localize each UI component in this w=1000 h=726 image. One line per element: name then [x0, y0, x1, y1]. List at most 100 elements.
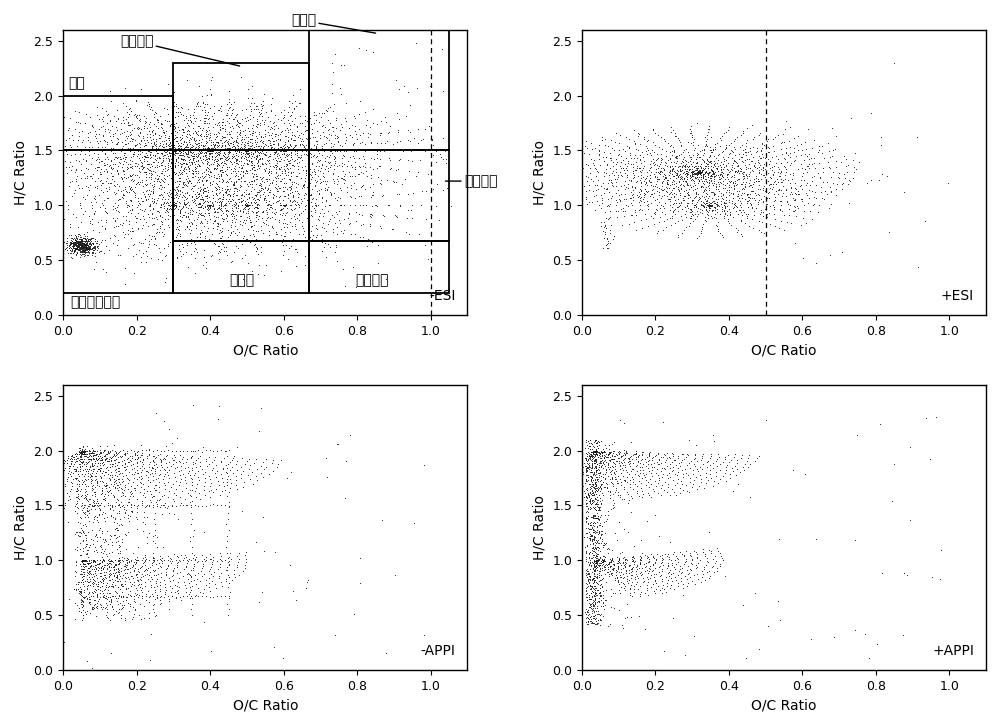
Point [710, 216, 726, 227]
Point [110, 456, 126, 468]
Point [348, 216, 364, 227]
Point [591, 519, 607, 531]
Point [221, 592, 237, 604]
Point [585, 449, 601, 460]
Point [99, 576, 115, 588]
Point [80, 451, 96, 462]
Point [689, 168, 705, 179]
Point [59, 244, 75, 256]
Point [168, 147, 184, 159]
Point [694, 154, 710, 166]
Point [696, 482, 712, 494]
Point [215, 131, 231, 143]
Point [102, 232, 118, 244]
Point [716, 199, 732, 211]
Point [185, 167, 201, 179]
Point [180, 207, 196, 219]
Point [653, 131, 669, 143]
Point [689, 456, 705, 468]
Point [633, 570, 649, 582]
Point [173, 146, 189, 158]
Point [101, 126, 117, 138]
Point [198, 176, 214, 187]
Point [244, 265, 260, 277]
Point [179, 454, 195, 465]
Point [273, 203, 289, 215]
Point [603, 468, 619, 480]
Point [279, 141, 295, 152]
Point [141, 444, 157, 456]
Point [337, 168, 353, 180]
Point [232, 117, 248, 129]
Point [85, 556, 101, 568]
Point [110, 563, 126, 575]
Point [249, 199, 265, 211]
Point [631, 470, 647, 482]
Point [108, 592, 124, 603]
Point [74, 237, 90, 249]
Point [581, 489, 597, 501]
Point [71, 131, 87, 142]
Point [680, 469, 696, 481]
Point [99, 562, 115, 574]
Point [109, 152, 125, 163]
Point [745, 222, 761, 234]
Point [106, 516, 122, 528]
Point [578, 452, 594, 464]
Point [730, 165, 746, 176]
Point [642, 563, 658, 575]
Point [177, 471, 193, 483]
Point [72, 511, 88, 523]
Point [195, 153, 211, 165]
Point [688, 162, 704, 174]
Point [190, 126, 206, 137]
Point [633, 180, 649, 192]
Point [242, 460, 258, 471]
Point [200, 121, 216, 133]
Point [729, 454, 745, 466]
Point [654, 190, 670, 202]
Point [617, 584, 633, 596]
Point [173, 134, 189, 145]
Point [147, 153, 163, 165]
Point [215, 189, 231, 201]
Point [720, 124, 736, 136]
Point [605, 233, 621, 245]
Point [688, 167, 704, 179]
Point [326, 153, 342, 165]
Point [592, 533, 608, 544]
Point [213, 158, 229, 169]
Point [240, 189, 256, 200]
Point [324, 87, 340, 99]
Point [586, 488, 602, 499]
Point [704, 200, 720, 211]
Point [346, 152, 362, 163]
Point [144, 219, 160, 231]
Point [579, 462, 595, 473]
Point [583, 473, 599, 485]
Point [581, 613, 597, 625]
Point [297, 203, 313, 215]
Point [594, 529, 610, 540]
Point [173, 460, 189, 472]
Point [579, 513, 595, 524]
Point [249, 144, 265, 155]
Point [217, 186, 233, 197]
Point [641, 454, 657, 466]
Point [124, 452, 140, 464]
Point [261, 154, 277, 166]
Point [574, 489, 590, 501]
Point [113, 612, 129, 624]
Point [246, 175, 262, 187]
Point [233, 189, 249, 201]
Point [238, 151, 254, 163]
Point [94, 483, 110, 494]
Point [92, 598, 108, 610]
Point [117, 481, 133, 493]
Point [255, 457, 271, 468]
Point [722, 473, 738, 484]
Point [730, 160, 746, 172]
Point [225, 188, 241, 200]
Point [163, 153, 179, 165]
Point [207, 468, 223, 479]
